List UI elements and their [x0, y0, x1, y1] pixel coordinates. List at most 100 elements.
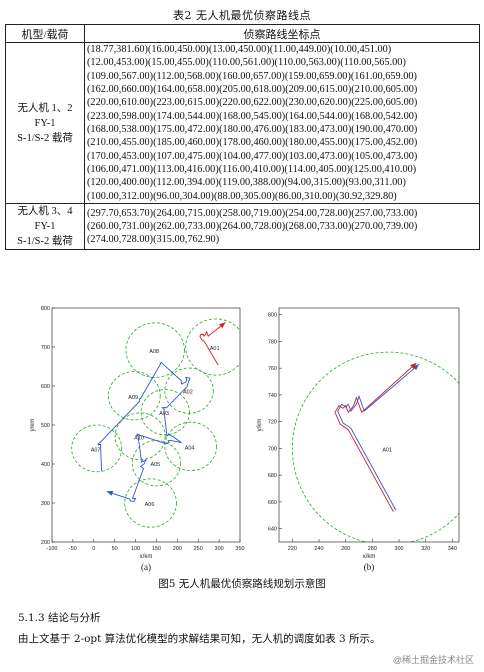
model-line: FY-1	[34, 221, 56, 233]
x-axis-label: x/km	[140, 554, 153, 560]
route-table: 机型/载荷 侦察路线坐标点 无人机 1、2 FY-1 S-1/S-2 载荷 (1…	[5, 24, 480, 251]
target-circle	[124, 478, 177, 528]
coord-line: (120.00,400.00)(112.00,394.00)(119.00,38…	[87, 177, 406, 189]
route-line	[334, 362, 417, 512]
coord-line: (18.77,381.60)(16.00,450.00)(13.00,450.0…	[87, 44, 392, 55]
target-circle	[108, 371, 161, 421]
model-line: S-1/S-2 载荷	[17, 132, 73, 144]
x-axis-label: x/km	[363, 554, 376, 560]
coord-line: (170.00,453.00)(107.00,475.00)(104.00,47…	[87, 150, 418, 162]
coord-line: (210.00,455.00)(185.00,460.00)(178.00,46…	[87, 137, 418, 149]
y-tick-label: 720	[268, 420, 277, 426]
y-tick-label: 800	[268, 313, 277, 319]
table-header-row: 机型/载荷 侦察路线坐标点	[5, 24, 480, 43]
x-tick-label: 0	[92, 546, 95, 552]
target-label: A01	[382, 447, 392, 453]
table-row: 无人机 3、4 FY-1 S-1/S-2 载荷 (297.70,653.70)(…	[5, 203, 480, 251]
target-label: A04	[185, 445, 195, 451]
coord-line: (220.00,610.00)(223.00,615.00)(220.00,62…	[87, 97, 418, 109]
target-circle	[125, 322, 185, 378]
x-tick-label: 300	[215, 546, 224, 552]
x-tick-label: -50	[69, 546, 77, 552]
target-circle	[164, 421, 218, 472]
y-tick-label: 680	[268, 473, 277, 479]
body-paragraph: 由上文基于 2-opt 算法优化模型的求解结果可知，无人机的调度如表 3 所示。	[18, 633, 381, 645]
route-line	[337, 363, 420, 511]
route-arrow	[410, 362, 417, 369]
coord-line: (168.00,538.00)(175.00,472.00)(180.00,47…	[87, 124, 418, 136]
coord-line: (274.00,728.00)(315.00,762.90)	[87, 234, 220, 246]
target-label: A06	[145, 502, 155, 508]
coord-line: (297.70,653.70)(264.00,715.00)(258.00,71…	[87, 207, 418, 219]
coord-line: (260.00,731.00)(262.00,733.00)(264.00,72…	[87, 220, 418, 232]
x-tick-label: 100	[131, 546, 140, 552]
coord-line: (106.00,471.00)(113.00,416.00)(116.00,41…	[87, 164, 417, 176]
route-line	[199, 322, 226, 366]
model-line: S-1/S-2 载荷	[17, 236, 73, 248]
coord-line: (162.00,660.00)(164.00,658.00)(205.00,61…	[87, 84, 418, 96]
target-label: A10	[134, 435, 144, 441]
target-label: A08	[149, 349, 159, 355]
x-tick-label: 350	[235, 546, 244, 552]
target-label: A07	[91, 447, 101, 453]
y-tick-label: 400	[41, 462, 50, 468]
coords-cell: (297.70,653.70)(264.00,715.00)(258.00,71…	[84, 203, 480, 251]
target-label: A05	[150, 462, 160, 468]
x-tick-label: 150	[152, 546, 161, 552]
y-axis-label: y/km	[30, 419, 36, 432]
model-cell: 无人机 3、4 FY-1 S-1/S-2 载荷	[5, 203, 85, 251]
y-tick-label: 500	[41, 423, 50, 429]
model-line: 无人机 1、2	[17, 102, 73, 114]
target-circle	[71, 424, 123, 473]
x-tick-label: 240	[314, 546, 323, 552]
x-tick-label: -100	[46, 546, 57, 552]
target-circle	[185, 318, 240, 376]
target-label: A02	[183, 390, 193, 396]
x-tick-label: 300	[394, 546, 403, 552]
route-arrow	[106, 490, 114, 496]
watermark: @稀土掘金技术社区	[392, 655, 474, 665]
target-label: A01	[210, 346, 220, 352]
target-circle	[131, 440, 182, 487]
y-tick-label: 640	[268, 527, 277, 533]
route-arrow	[219, 322, 226, 329]
y-tick-label: 660	[268, 500, 277, 506]
header-coords: 侦察路线坐标点	[84, 24, 480, 43]
section-heading: 5.1.3 结论与分析	[18, 612, 101, 624]
panel-label: (a)	[141, 562, 151, 572]
figure-caption: 图5 无人机最优侦察路线规划示意图	[158, 578, 326, 590]
y-tick-label: 800	[41, 306, 50, 312]
route-line	[97, 361, 191, 502]
model-line: 无人机 3、4	[17, 206, 73, 218]
model-line: FY-1	[34, 117, 56, 129]
x-tick-label: 250	[194, 546, 203, 552]
target-label: A09	[128, 395, 138, 401]
y-tick-label: 300	[41, 501, 50, 507]
target-circle	[140, 389, 190, 436]
table-row: 无人机 1、2 FY-1 S-1/S-2 载荷 (18.77,381.60)(1…	[5, 41, 480, 205]
coord-line: (12.00,453.00)(15.00,455.00)(110.00,561.…	[87, 57, 406, 69]
coords-cell: (18.77,381.60)(16.00,450.00)(13.00,450.0…	[84, 41, 480, 205]
x-tick-label: 260	[341, 546, 350, 552]
x-tick-label: 220	[288, 546, 297, 552]
header-model: 机型/载荷	[5, 24, 85, 43]
y-tick-label: 760	[268, 366, 277, 372]
y-axis-label: y/km	[257, 419, 263, 432]
x-tick-label: 280	[368, 546, 377, 552]
y-tick-label: 200	[41, 540, 50, 546]
y-tick-label: 780	[268, 339, 277, 345]
x-tick-label: 320	[421, 546, 430, 552]
model-cell: 无人机 1、2 FY-1 S-1/S-2 载荷	[5, 41, 85, 205]
coord-line: (100.00,312.00)(96.00,304.00)(88.00,305.…	[87, 190, 397, 202]
y-tick-label: 740	[268, 393, 277, 399]
x-tick-label: 340	[448, 546, 457, 552]
target-circle	[291, 351, 459, 542]
plot-frame	[278, 307, 460, 543]
route-plot-b: A01 220 240 260 280 300 320 340 640 660 680 700 720 7…	[257, 307, 460, 572]
y-tick-label: 600	[41, 384, 50, 390]
y-tick-label: 700	[268, 446, 277, 452]
panel-label: (b)	[364, 562, 375, 572]
plot-area: A01	[291, 351, 459, 542]
